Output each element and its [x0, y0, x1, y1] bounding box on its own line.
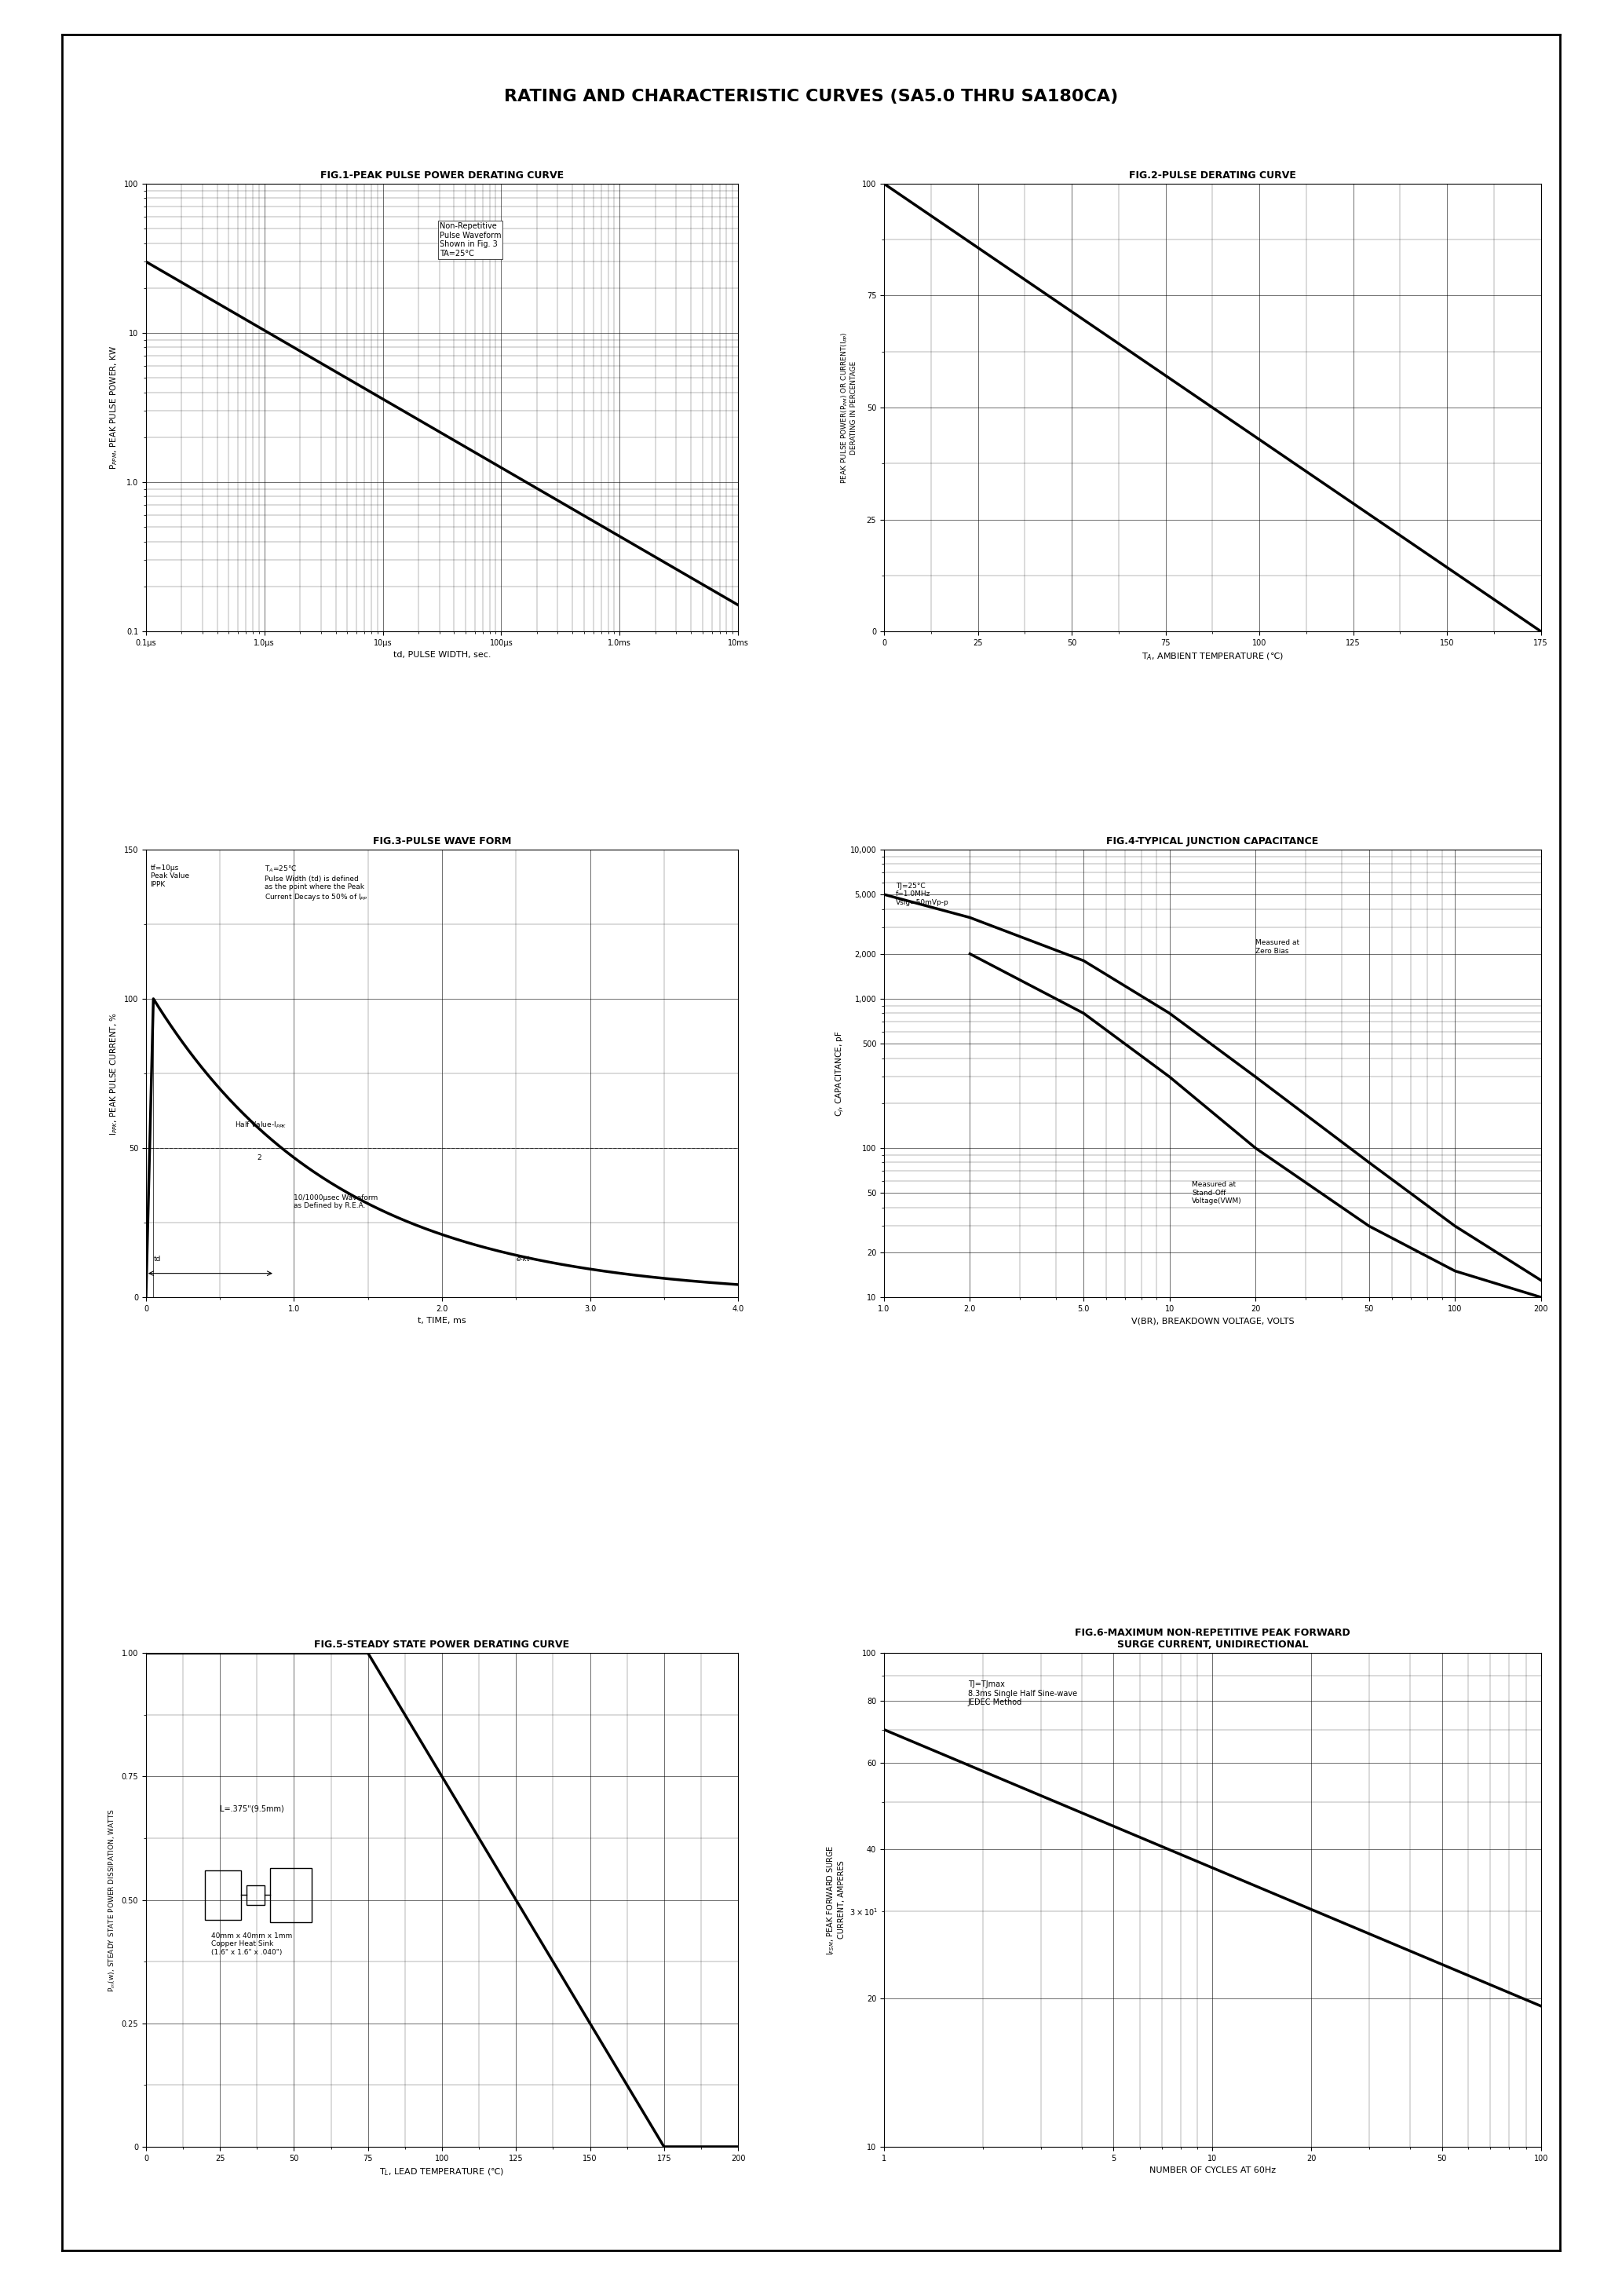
X-axis label: NUMBER OF CYCLES AT 60Hz: NUMBER OF CYCLES AT 60Hz — [1150, 2167, 1275, 2174]
Text: 40mm x 40mm x 1mm
Copper Heat Sink
(1.6" x 1.6" x .040"): 40mm x 40mm x 1mm Copper Heat Sink (1.6"… — [211, 1933, 292, 1956]
Text: T$_A$=25°C
Pulse Width (td) is defined
as the point where the Peak
Current Decay: T$_A$=25°C Pulse Width (td) is defined a… — [264, 863, 368, 902]
Title: FIG.5-STEADY STATE POWER DERATING CURVE: FIG.5-STEADY STATE POWER DERATING CURVE — [315, 1639, 569, 1651]
Text: Non-Repetitive
Pulse Waveform
Shown in Fig. 3
TA=25°C: Non-Repetitive Pulse Waveform Shown in F… — [440, 223, 501, 257]
Text: 2: 2 — [256, 1155, 261, 1162]
Title: FIG.3-PULSE WAVE FORM: FIG.3-PULSE WAVE FORM — [373, 836, 511, 847]
Text: L=.375"(9.5mm): L=.375"(9.5mm) — [221, 1805, 284, 1812]
Y-axis label: C$_J$, CAPACITANCE, pF: C$_J$, CAPACITANCE, pF — [834, 1031, 845, 1116]
Title: FIG.1-PEAK PULSE POWER DERATING CURVE: FIG.1-PEAK PULSE POWER DERATING CURVE — [320, 170, 564, 181]
X-axis label: V(BR), BREAKDOWN VOLTAGE, VOLTS: V(BR), BREAKDOWN VOLTAGE, VOLTS — [1131, 1318, 1294, 1325]
Title: FIG.4-TYPICAL JUNCTION CAPACITANCE: FIG.4-TYPICAL JUNCTION CAPACITANCE — [1106, 836, 1319, 847]
Text: e-kt: e-kt — [516, 1256, 530, 1263]
Text: tf=10μs
Peak Value
IPPK: tf=10μs Peak Value IPPK — [151, 863, 190, 889]
Y-axis label: PEAK PULSE POWER(P$_{PM}$) OR CURRENT(I$_{PP}$)
DERATING IN PERCENTAGE: PEAK PULSE POWER(P$_{PM}$) OR CURRENT(I$… — [840, 331, 858, 484]
Title: FIG.2-PULSE DERATING CURVE: FIG.2-PULSE DERATING CURVE — [1129, 170, 1296, 181]
Text: Measured at
Stand-Off
Voltage(VWM): Measured at Stand-Off Voltage(VWM) — [1192, 1180, 1242, 1205]
Bar — [271, 1869, 311, 1922]
Text: 10/1000μsec Waveform
as Defined by R.E.A.: 10/1000μsec Waveform as Defined by R.E.A… — [294, 1194, 378, 1210]
Text: RATING AND CHARACTERISTIC CURVES (SA5.0 THRU SA180CA): RATING AND CHARACTERISTIC CURVES (SA5.0 … — [504, 90, 1118, 103]
Text: Measured at
Zero Bias: Measured at Zero Bias — [1255, 939, 1299, 955]
Text: td: td — [154, 1256, 161, 1263]
Bar — [247, 1885, 264, 1906]
Text: TJ=TJmax
8.3ms Single Half Sine-wave
JEDEC Method: TJ=TJmax 8.3ms Single Half Sine-wave JED… — [968, 1681, 1077, 1706]
X-axis label: T$_L$, LEAD TEMPERATURE (℃): T$_L$, LEAD TEMPERATURE (℃) — [380, 2167, 504, 2177]
Text: Half Value-I$_{PPK}$: Half Value-I$_{PPK}$ — [235, 1120, 287, 1130]
Y-axis label: I$_{PPK}$, PEAK PULSE CURRENT, %: I$_{PPK}$, PEAK PULSE CURRENT, % — [109, 1013, 120, 1134]
Y-axis label: I$_{FSM}$, PEAK FORWARD SURGE
CURRENT, AMPERES: I$_{FSM}$, PEAK FORWARD SURGE CURRENT, A… — [826, 1844, 845, 1956]
X-axis label: td, PULSE WIDTH, sec.: td, PULSE WIDTH, sec. — [393, 652, 491, 659]
Title: FIG.6-MAXIMUM NON-REPETITIVE PEAK FORWARD
SURGE CURRENT, UNIDIRECTIONAL: FIG.6-MAXIMUM NON-REPETITIVE PEAK FORWAR… — [1075, 1628, 1350, 1651]
X-axis label: T$_A$, AMBIENT TEMPERATURE (℃): T$_A$, AMBIENT TEMPERATURE (℃) — [1142, 652, 1283, 661]
Y-axis label: P$_{PPM}$, PEAK PULSE POWER, KW: P$_{PPM}$, PEAK PULSE POWER, KW — [109, 344, 120, 471]
Bar — [204, 1871, 240, 1919]
X-axis label: t, TIME, ms: t, TIME, ms — [418, 1318, 466, 1325]
Y-axis label: P$_m$(w), STEADY STATE POWER DISSIPATION, WATTS: P$_m$(w), STEADY STATE POWER DISSIPATION… — [107, 1807, 117, 1993]
Text: TJ=25°C
f=1.0MHz
Vsig=50mVp-p: TJ=25°C f=1.0MHz Vsig=50mVp-p — [895, 882, 949, 907]
